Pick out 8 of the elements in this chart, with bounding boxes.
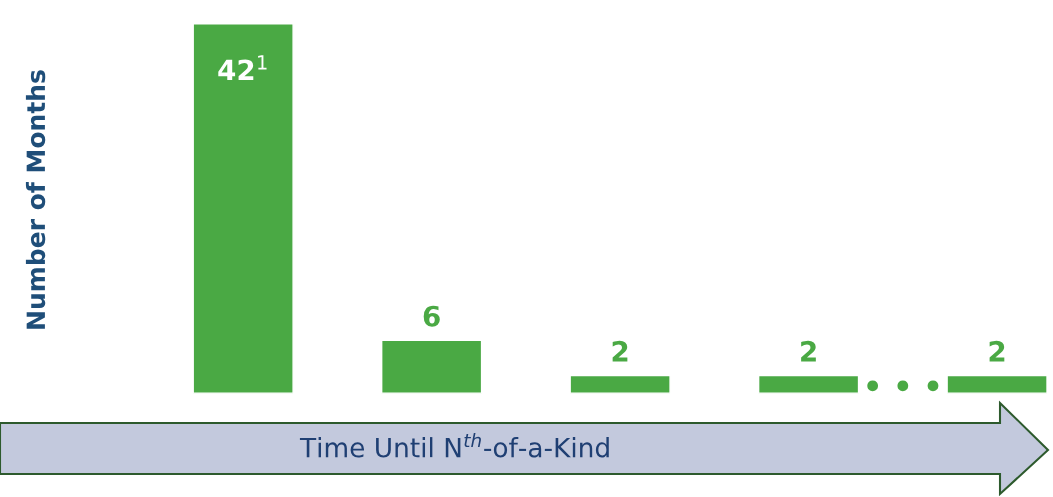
data-label: 2: [612, 340, 628, 362]
x-axis-title: Time Until N$^{th}$-of-a-Kind: [299, 433, 609, 458]
data-label: 6: [423, 305, 440, 327]
y-axis-title: Number of Months: [25, 70, 46, 329]
data-label: 42$^{1}$: [218, 55, 267, 81]
data-label: 2: [989, 340, 1005, 362]
annotation: • • •: [867, 380, 939, 392]
data-label: 2: [801, 340, 816, 362]
